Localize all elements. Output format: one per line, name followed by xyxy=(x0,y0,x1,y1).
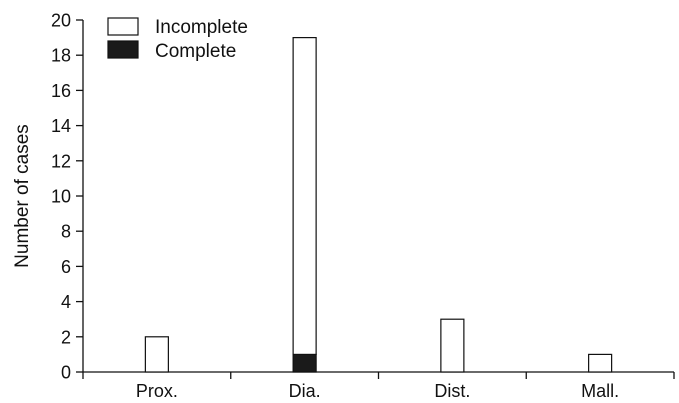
y-tick-label: 6 xyxy=(61,257,71,277)
legend-swatch-incomplete xyxy=(107,17,139,36)
legend-swatch-complete xyxy=(107,40,139,59)
y-tick-label: 16 xyxy=(51,81,71,101)
y-axis: 0 2 4 6 8 10 12 14 16 18 20 xyxy=(51,11,84,383)
bar-incomplete-prox xyxy=(144,336,169,373)
x-tick-label: Mall. xyxy=(581,381,619,401)
y-tick-label: 12 xyxy=(51,151,71,171)
y-tick-label: 8 xyxy=(61,222,71,242)
legend-label-complete: Complete xyxy=(155,41,236,62)
y-tick-label: 10 xyxy=(51,187,71,207)
y-axis-label: Number of cases xyxy=(12,124,33,268)
x-tick-label: Dist. xyxy=(434,381,470,401)
legend: Incomplete Complete xyxy=(107,17,248,62)
bar-complete-dia xyxy=(292,353,317,373)
bar-incomplete-dist xyxy=(440,318,465,373)
bar-incomplete-mall xyxy=(588,353,613,373)
bar-incomplete-dia xyxy=(292,36,317,355)
y-tick-label: 0 xyxy=(61,363,71,383)
y-tick-label: 14 xyxy=(51,116,71,136)
y-tick-label: 20 xyxy=(51,11,71,31)
bars xyxy=(144,36,613,373)
x-tick-label: Dia. xyxy=(289,381,321,401)
x-tick-label: Prox. xyxy=(136,381,178,401)
legend-label-incomplete: Incomplete xyxy=(155,17,248,38)
y-tick-label: 18 xyxy=(51,46,71,66)
y-tick-label: 4 xyxy=(61,292,71,312)
x-axis: Prox. Dia. Dist. Mall. xyxy=(82,371,675,401)
y-tick-label: 2 xyxy=(61,327,71,347)
